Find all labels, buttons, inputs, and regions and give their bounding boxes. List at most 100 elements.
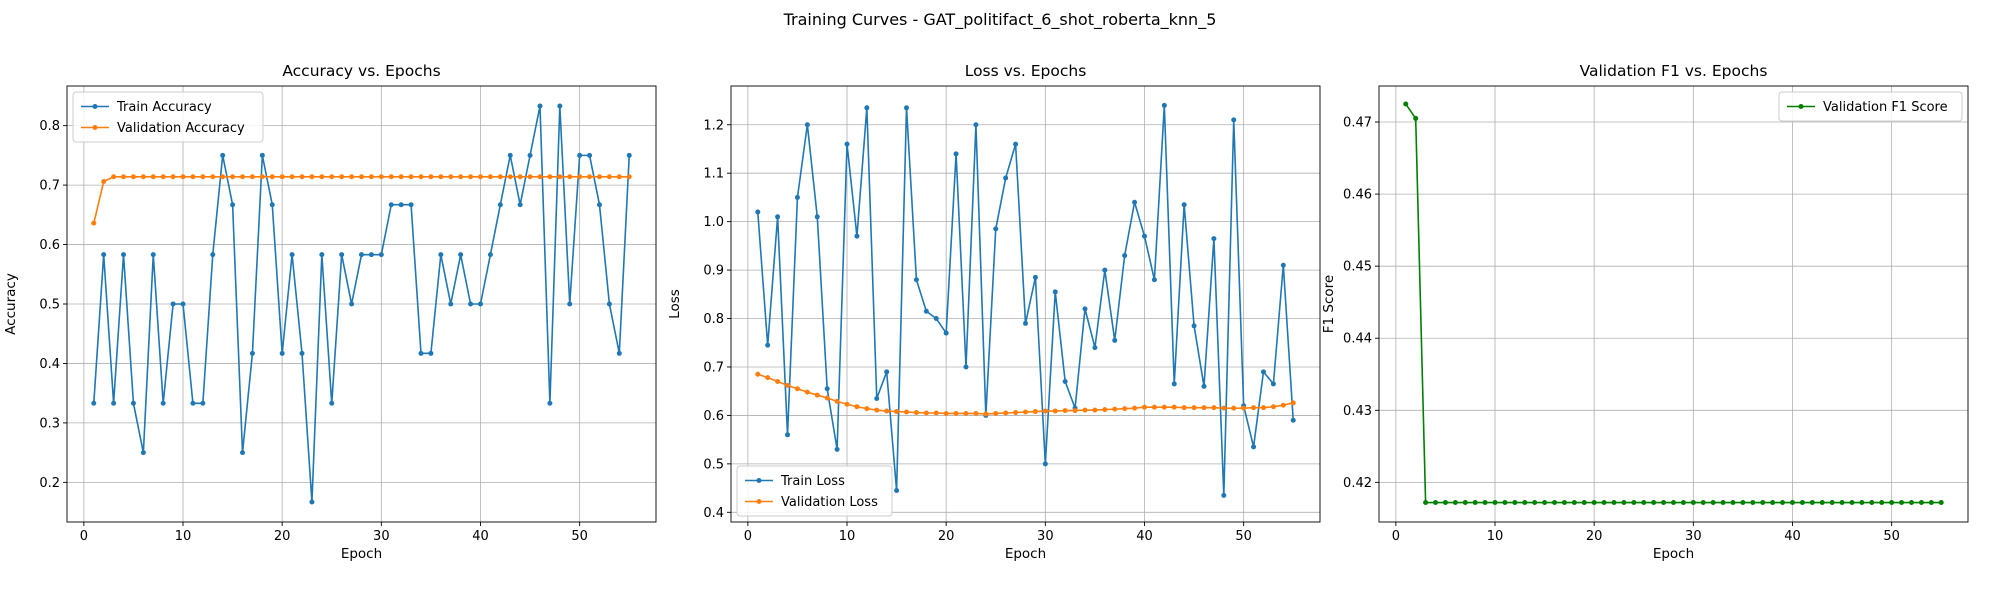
data-point	[587, 152, 593, 158]
data-point	[458, 174, 464, 180]
data-point	[468, 301, 474, 307]
data-point	[547, 400, 553, 406]
x-tick-label: 0	[80, 529, 88, 544]
data-point	[606, 301, 612, 307]
data-point	[388, 202, 394, 208]
data-point	[140, 174, 146, 180]
data-point	[408, 202, 414, 208]
data-point	[527, 152, 533, 158]
data-point	[180, 301, 186, 307]
y-tick-label: 0.7	[39, 179, 60, 194]
data-point	[359, 174, 364, 180]
data-point	[577, 174, 583, 180]
data-point	[269, 202, 275, 208]
accuracy-legend: Train Accuracy Validation Accuracy	[72, 91, 264, 143]
data-point	[111, 174, 117, 180]
data-point	[309, 174, 315, 180]
data-point	[150, 174, 156, 180]
legend-label: Train Accuracy	[116, 100, 212, 115]
data-point	[210, 174, 216, 180]
data-point	[587, 174, 593, 180]
data-point	[299, 350, 305, 356]
data-point	[329, 174, 335, 180]
data-point	[160, 174, 166, 180]
data-point	[616, 350, 622, 356]
data-point	[537, 174, 543, 180]
data-point	[507, 152, 513, 158]
data-point	[408, 174, 414, 180]
data-point	[279, 174, 285, 180]
data-point	[190, 174, 196, 180]
data-point	[220, 174, 226, 180]
data-point	[527, 174, 533, 180]
data-point	[210, 252, 216, 258]
data-point	[230, 174, 236, 180]
data-point	[190, 400, 196, 406]
series-line	[92, 175, 630, 224]
data-point	[428, 174, 434, 180]
data-point	[596, 174, 602, 180]
data-point	[368, 252, 374, 258]
data-point	[269, 174, 275, 180]
data-point	[111, 400, 117, 406]
x-tick-label: 30	[373, 529, 390, 544]
data-point	[91, 220, 97, 226]
data-point	[259, 174, 265, 180]
y-tick-label: 0.5	[39, 298, 60, 313]
data-point	[200, 400, 206, 406]
y-tick-label: 0.6	[39, 238, 60, 253]
data-point	[388, 174, 394, 180]
data-point	[319, 174, 325, 180]
data-point	[606, 174, 612, 180]
x-tick-label: 20	[274, 529, 291, 544]
data-point	[557, 174, 563, 180]
data-point	[398, 202, 404, 208]
data-point	[567, 301, 573, 307]
data-point	[368, 174, 374, 180]
data-point	[438, 174, 444, 180]
legend-label: Validation Accuracy	[117, 121, 245, 136]
data-point	[349, 174, 355, 180]
data-point	[359, 252, 364, 258]
legend-swatch-marker	[92, 104, 98, 109]
data-point	[428, 350, 434, 356]
accuracy-xlabel: Epoch	[341, 546, 382, 562]
data-point	[279, 350, 285, 356]
data-point	[121, 252, 127, 258]
data-point	[448, 174, 454, 180]
data-point	[477, 301, 483, 307]
data-point	[626, 174, 632, 180]
data-point	[160, 400, 166, 406]
data-point	[448, 301, 454, 307]
data-point	[289, 252, 295, 258]
data-point	[289, 174, 295, 180]
data-point	[438, 252, 444, 258]
data-point	[249, 350, 255, 356]
x-tick-label: 40	[472, 529, 489, 544]
data-point	[240, 450, 246, 456]
data-point	[487, 252, 493, 258]
data-point	[497, 174, 503, 180]
data-point	[339, 174, 345, 180]
data-point	[557, 103, 563, 109]
data-point	[91, 400, 97, 406]
data-point	[170, 174, 176, 180]
data-point	[517, 174, 523, 180]
legend-frame	[72, 91, 264, 143]
data-point	[626, 152, 632, 158]
accuracy-ticks: 0 10 20 30 40 50 0.2 0.3 0.4 0.5 0.6 0.7 0.8	[39, 119, 588, 544]
data-point	[101, 252, 107, 258]
data-point	[200, 174, 206, 180]
data-point	[418, 174, 424, 180]
data-point	[329, 400, 335, 406]
data-point	[547, 174, 553, 180]
data-point	[309, 499, 315, 505]
data-point	[378, 252, 384, 258]
accuracy-series-1	[91, 174, 632, 226]
y-tick-label: 0.2	[39, 476, 60, 491]
accuracy-series-0	[91, 103, 632, 505]
data-point	[130, 174, 136, 180]
figure-suptitle: Training Curves - GAT_politifact_6_shot_…	[783, 10, 1217, 29]
